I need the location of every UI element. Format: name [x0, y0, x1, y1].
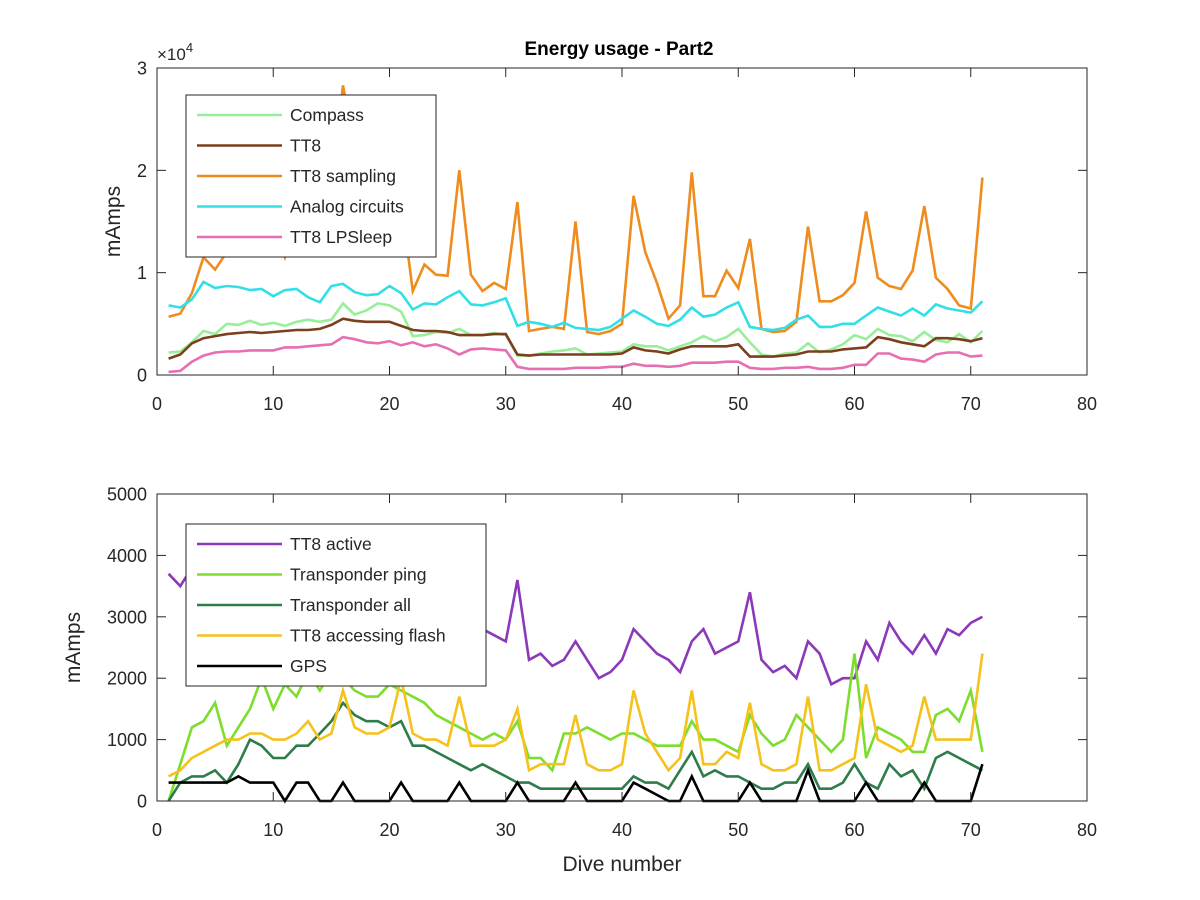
bottom-x-tick-label: 70: [961, 820, 981, 840]
bottom-legend-label-transponder-all: Transponder all: [290, 595, 411, 615]
bottom-x-tick-label: 10: [263, 820, 283, 840]
bottom-x-tick-label: 40: [612, 820, 632, 840]
top-y-tick-label: 0: [137, 366, 147, 386]
bottom-x-axis-label: Dive number: [562, 853, 681, 876]
bottom-legend-label-tt8-accessing-flash: TT8 accessing flash: [290, 626, 446, 646]
bottom-x-tick-label: 0: [152, 820, 162, 840]
top-chart: 0 10 20 30 40 50 60 70 800123×104mAmpsCompassTT8…: [102, 40, 1097, 414]
bottom-legend-label-tt8-active: TT8 active: [290, 534, 372, 554]
bottom-y-tick-label: 2000: [107, 669, 147, 689]
top-x-tick-label: 50: [728, 394, 748, 414]
bottom-series-line-tt8-accessing-flash: [167, 653, 984, 778]
top-x-tick-label: 0: [152, 394, 162, 414]
top-x-tick-label: 40: [612, 394, 632, 414]
top-series-group: [168, 85, 984, 374]
bottom-x-tick-label: 20: [379, 820, 399, 840]
top-x-tick-label: 70: [961, 394, 981, 414]
top-x-tick-label: 30: [496, 394, 516, 414]
top-series-line-tt8: [168, 317, 983, 360]
bottom-y-tick-label: 1000: [107, 730, 147, 750]
top-series-line-compass: [168, 301, 984, 358]
top-legend-label-tt8-sampling: TT8 sampling: [290, 166, 396, 186]
bottom-y-tick-label: 3000: [107, 607, 147, 627]
bottom-legend-label-gps: GPS: [290, 656, 327, 676]
top-legend-label-analog-circuits: Analog circuits: [290, 197, 404, 217]
bottom-chart: 0 10 20 30 40 50 60 70 80 0 1000 2000 3000 4000 5000 mA…: [62, 485, 1097, 877]
bottom-y-tick-label: 4000: [107, 546, 147, 566]
bottom-x-tick-label: 80: [1077, 820, 1097, 840]
top-y-tick-label: 1: [137, 263, 147, 283]
bottom-series-line-transponder-all: [167, 700, 984, 802]
top-x-tick-label: 60: [844, 394, 864, 414]
bottom-legend: TT8 active Transponder ping Transponder al…: [185, 523, 487, 687]
top-x-tick-label: 10: [263, 394, 283, 414]
bottom-x-tick-label: 50: [728, 820, 748, 840]
top-legend-label-tt8: TT8: [290, 136, 321, 156]
top-legend: Compass TT8 TT8 sampling Analog circuits TT8…: [185, 94, 437, 258]
top-x-tick-label: 20: [379, 394, 399, 414]
top-series-line-analog-circuits: [168, 280, 984, 332]
bottom-y-tick-label: 0: [137, 792, 147, 812]
top-legend-label-compass: Compass: [290, 105, 364, 125]
bottom-x-tick-label: 30: [496, 820, 516, 840]
top-y-tick-label: 3: [137, 59, 147, 79]
figure-title: Energy usage - Part2: [524, 39, 713, 60]
top-legend-label-tt8-lpsleep: TT8 LPSleep: [290, 227, 392, 247]
top-y-tick-label: 2: [137, 161, 147, 181]
bottom-x-tick-label: 60: [844, 820, 864, 840]
bottom-y-axis-label: mAmps: [62, 612, 85, 683]
bottom-legend-box: [185, 523, 487, 687]
top-y-exponent-power: 4: [186, 40, 193, 55]
bottom-legend-label-transponder-ping: Transponder ping: [290, 565, 427, 585]
top-y-axis-label: mAmps: [102, 186, 125, 257]
top-series-line-tt8-lpsleep: [168, 335, 983, 374]
top-x-tick-label: 80: [1077, 394, 1097, 414]
bottom-y-tick-label: 5000: [107, 485, 147, 505]
